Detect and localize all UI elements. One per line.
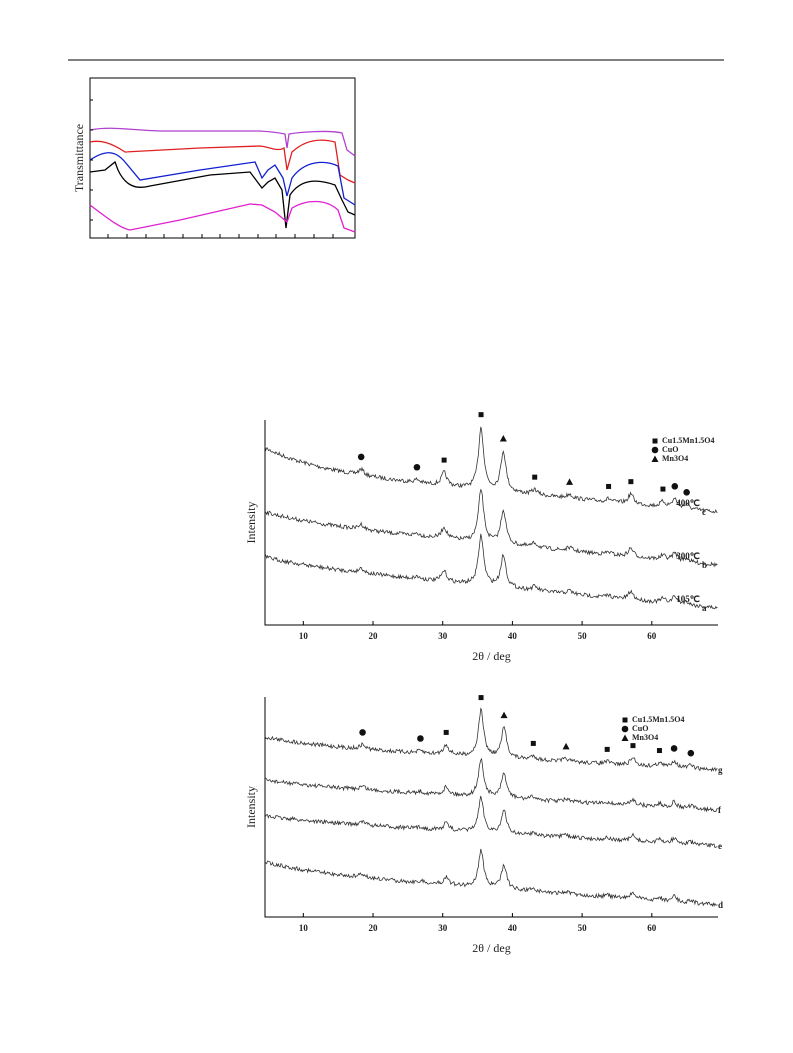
legend-label: CuO [632,724,648,733]
xrd-pattern [264,488,718,568]
spectrum [89,127,356,157]
plot-frame [89,77,356,239]
tick-marks [90,99,334,238]
peak-marker [530,740,536,746]
legend-label: CuO [662,445,678,454]
xrd-pattern [264,533,718,610]
x-axis-label: 2θ / deg [472,941,510,955]
xrd-pattern [264,848,718,908]
x-tick-label: 40 [508,631,518,641]
peak-marker [630,743,636,749]
y-axis-label: Transmittance [72,124,86,192]
x-tick-label: 20 [369,923,379,933]
peak-marker [478,412,484,418]
spectrum [89,200,356,233]
peak-marker [443,729,449,735]
peak-marker [441,457,447,463]
curve-tag: f [718,805,722,815]
peak-marker [499,434,507,442]
x-tick-label: 40 [508,923,518,933]
peak-marker [687,749,695,757]
x-tick-label: 50 [578,631,588,641]
curve-tag: b [702,560,707,570]
y-axis-label: Intensity [244,502,258,544]
peak-marker [604,746,610,752]
y-axis-label: Intensity [244,786,258,828]
xrd-pattern [264,757,718,813]
peak-marker [566,478,574,485]
x-tick-label: 30 [438,923,448,933]
curve-tag: g [718,765,723,775]
x-tick-label: 50 [578,923,588,933]
peak-marker [651,455,659,462]
legend-label: Cu1.5Mn1.5O4 [662,436,714,445]
peak-marker [683,489,690,496]
peak-marker [413,463,421,471]
peak-marker [621,734,629,741]
ftir-figure: Transmittance [72,77,356,239]
peak-marker [670,745,678,752]
x-tick-label: 20 [369,631,379,641]
curve-tag: c [702,507,706,517]
xrd-pattern [264,795,718,848]
peak-marker [660,486,666,492]
curve-tag: e [718,841,722,851]
spectrum [89,139,356,184]
peak-marker [359,729,366,736]
curve-label: 400℃ [676,498,700,508]
x-tick-label: 10 [299,923,309,933]
peak-marker [651,446,659,454]
curve-tag: d [718,900,723,910]
x-axis-label: 2θ / deg [472,649,510,663]
peak-marker [628,479,634,485]
peak-marker [606,483,612,489]
peak-marker [500,711,508,719]
x-tick-label: 30 [438,631,448,641]
xrd-pattern [264,707,718,773]
peak-marker [478,695,484,701]
xrd-pattern [264,426,718,514]
legend-label: Mn3O4 [662,454,688,463]
curve-tag: a [702,603,707,613]
legend-label: Cu1.5Mn1.5O4 [632,715,684,724]
axes [264,420,718,626]
legend-label: Mn3O4 [632,733,658,742]
axes [264,697,718,918]
x-tick-label: 10 [299,631,309,641]
spectrum [89,152,356,206]
peak-marker [652,438,658,444]
curve-label: 300℃ [676,551,700,561]
peak-marker [532,474,538,480]
peak-marker [622,717,628,723]
peak-marker [562,742,570,750]
peak-marker [417,735,424,742]
peak-marker [621,725,629,733]
peak-marker [357,453,365,461]
peak-marker [656,748,662,754]
x-tick-label: 60 [647,631,657,641]
x-tick-label: 60 [647,923,657,933]
spectrum [89,160,356,229]
curve-label: 105℃ [676,594,700,604]
peak-marker [671,482,679,490]
